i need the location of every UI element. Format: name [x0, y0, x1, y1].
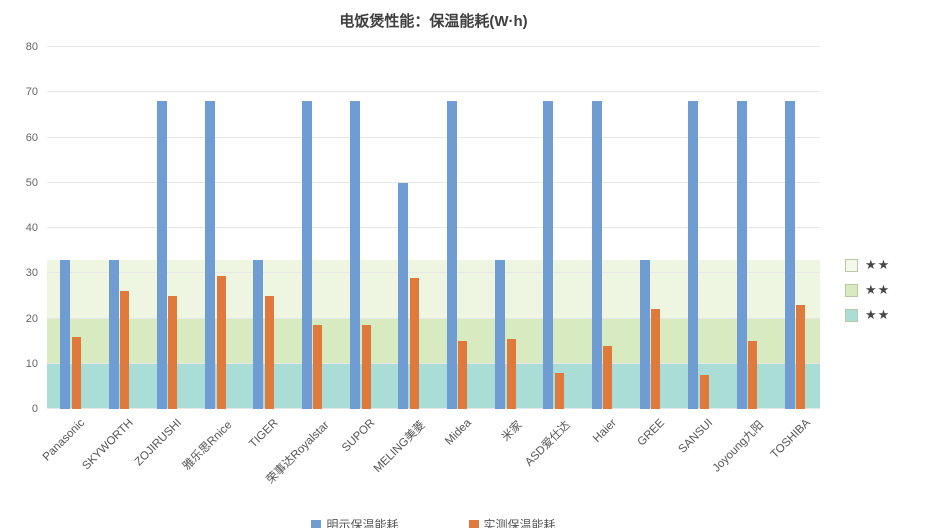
- bar-measured-consumption: [216, 275, 226, 409]
- grid-layer: [47, 46, 820, 409]
- x-tick-label: Panasonic: [41, 417, 88, 464]
- gridline: [47, 272, 820, 274]
- plot-area: [47, 46, 820, 409]
- bar-stated-consumption: [108, 259, 119, 409]
- bar-stated-consumption: [784, 101, 795, 409]
- bar-measured-consumption: [458, 341, 468, 409]
- gridline: [47, 181, 820, 183]
- rating-legend: ★★ ★★ ★★: [845, 257, 890, 323]
- x-tick-label: 米家: [499, 419, 525, 444]
- x-tick-label: Haier: [591, 417, 620, 445]
- y-axis: 0 10 20 30 40 50 60 70 80: [0, 41, 38, 415]
- gridline: [47, 227, 820, 228]
- bar-stated-consumption: [543, 101, 554, 409]
- bar-measured-consumption: [603, 345, 613, 409]
- bar-stated-consumption: [736, 101, 747, 409]
- x-tick-label: ZOJIRUSHI: [132, 417, 185, 469]
- bar-stated-consumption: [639, 259, 650, 409]
- bar-stated-consumption: [350, 101, 360, 409]
- y-tick-label: 0: [31, 403, 38, 415]
- rating-legend-row: ★★: [845, 307, 890, 323]
- bar-stated-consumption: [205, 101, 216, 409]
- rating-legend-row: ★★: [845, 282, 890, 298]
- rating-swatch: [845, 258, 858, 272]
- series-legend-item[interactable]: 实测保温能耗: [468, 516, 556, 528]
- x-tick-label: MELING美菱: [371, 419, 428, 476]
- bar-measured-consumption: [71, 336, 81, 409]
- gridline: [47, 91, 820, 93]
- gridline: [47, 46, 820, 47]
- gridline: [47, 408, 820, 409]
- bar-measured-consumption: [120, 291, 129, 409]
- bar-measured-consumption: [796, 304, 806, 409]
- series-swatch: [311, 519, 322, 528]
- bar-stated-consumption: [446, 101, 457, 409]
- y-tick-label: 30: [25, 267, 38, 280]
- y-tick-label: 20: [25, 312, 38, 325]
- x-tick-label: Midea: [443, 417, 475, 448]
- x-tick-label: GREE: [635, 417, 668, 449]
- chart-title: 电饭煲性能：保温能耗(W·h): [339, 13, 528, 30]
- series-legend: 明示保温能耗 实测保温能耗: [47, 516, 820, 528]
- x-tick-label: Joyoung九阳: [710, 419, 767, 475]
- x-tick-label: SKYWORTH: [80, 417, 136, 473]
- bars-layer: [47, 47, 820, 409]
- bar-measured-consumption: [699, 375, 709, 409]
- bar-measured-consumption: [313, 325, 323, 409]
- y-tick-label: 80: [25, 41, 38, 53]
- bar-measured-consumption: [168, 295, 178, 409]
- rating-stars: ★★: [865, 307, 891, 322]
- bar-stated-consumption: [60, 259, 71, 409]
- bar-stated-consumption: [688, 101, 699, 409]
- y-tick-label: 40: [25, 222, 38, 234]
- y-tick-label: 70: [25, 86, 38, 99]
- rating-legend-row: ★★: [845, 257, 890, 273]
- bar-stated-consumption: [495, 259, 505, 409]
- y-tick-label: 60: [25, 131, 38, 144]
- x-tick-label: ASD爱仕达: [523, 419, 573, 469]
- x-tick-label: SANSUI: [676, 417, 716, 456]
- bar-measured-consumption: [361, 325, 371, 409]
- x-tick-label: SUPOR: [340, 417, 378, 455]
- rating-stars: ★★: [865, 282, 891, 297]
- series-swatch: [468, 519, 479, 528]
- bar-measured-consumption: [409, 277, 419, 409]
- x-tick-label: TOSHIBA: [768, 417, 813, 462]
- bar-measured-consumption: [651, 309, 661, 409]
- bar-stated-consumption: [301, 101, 312, 409]
- bar-measured-consumption: [506, 338, 516, 409]
- bar-measured-consumption: [554, 372, 564, 409]
- gridline: [47, 317, 820, 319]
- series-legend-label: 实测保温能耗: [483, 518, 556, 528]
- bar-measured-consumption: [748, 341, 757, 409]
- gridline: [47, 362, 820, 364]
- x-axis: Panasonic SKYWORTH ZOJIRUSHI 雅乐思Rnice TIGER 荣…: [41, 412, 820, 507]
- bar-stated-consumption: [591, 101, 602, 409]
- series-legend-item[interactable]: 明示保温能耗: [311, 516, 399, 528]
- rating-stars: ★★: [865, 257, 891, 272]
- rating-swatch: [845, 308, 858, 322]
- x-tick-label: 雅乐思Rnice: [181, 419, 235, 473]
- bar-stated-consumption: [156, 101, 167, 409]
- y-tick-label: 50: [25, 176, 38, 189]
- bar-stated-consumption: [253, 259, 264, 409]
- y-tick-label: 10: [25, 357, 38, 370]
- gridline: [47, 136, 820, 138]
- x-tick-label: TIGER: [247, 417, 281, 451]
- bar-measured-consumption: [264, 295, 274, 409]
- series-legend-label: 明示保温能耗: [326, 518, 399, 528]
- rating-swatch: [845, 283, 858, 297]
- bar-stated-consumption: [398, 182, 409, 409]
